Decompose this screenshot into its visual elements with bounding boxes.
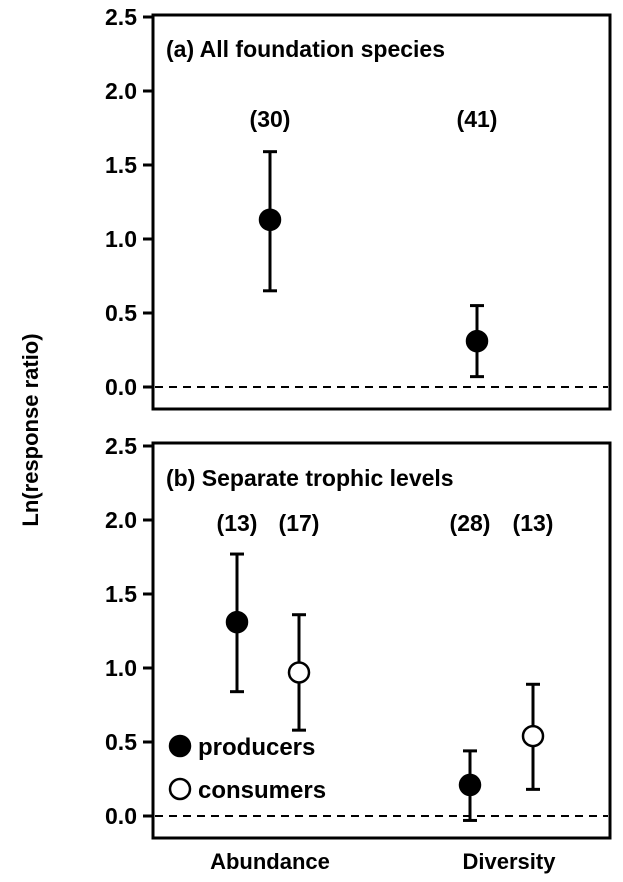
plot-frame bbox=[151, 441, 612, 840]
y-tick-label: 2.5 bbox=[105, 433, 137, 459]
panel-a: 0.0 0.5 1.0 1.5 2.0 2.5 (a) All foundation spe… bbox=[105, 4, 612, 411]
panel-b: 0.0 0.5 1.0 1.5 2.0 2.5 (b) Separate trophic l… bbox=[105, 433, 612, 840]
y-tick-label: 1.0 bbox=[105, 655, 137, 681]
sample-size-label: (17) bbox=[279, 510, 320, 536]
legend-label: consumers bbox=[198, 777, 326, 804]
sample-size-label: (30) bbox=[250, 106, 291, 132]
data-point-filled bbox=[465, 329, 489, 353]
legend-label: producers bbox=[198, 734, 315, 761]
data-point-filled bbox=[225, 610, 249, 634]
y-tick-label: 0.5 bbox=[105, 729, 137, 755]
y-tick-label: 0.5 bbox=[105, 300, 137, 326]
y-axis-label: Ln(response ratio) bbox=[18, 333, 43, 526]
data-point-filled bbox=[258, 208, 282, 232]
data-point-filled bbox=[458, 773, 482, 797]
legend-marker-open bbox=[168, 777, 192, 801]
sample-size-label: (13) bbox=[513, 510, 554, 536]
x-category-label-diversity: Diversity bbox=[463, 849, 557, 874]
y-tick-label: 1.0 bbox=[105, 226, 137, 252]
data-point-open bbox=[287, 661, 311, 684]
y-tick-label: 2.5 bbox=[105, 4, 137, 30]
y-tick-label: 2.0 bbox=[105, 507, 137, 533]
plot-frame bbox=[151, 13, 612, 411]
sample-size-label: (41) bbox=[457, 106, 498, 132]
y-tick-label: 1.5 bbox=[105, 581, 137, 607]
y-tick-label: 2.0 bbox=[105, 78, 137, 104]
x-category-label-abundance: Abundance bbox=[210, 849, 330, 874]
y-tick-label: 0.0 bbox=[105, 374, 137, 400]
panel-title: (a) All foundation species bbox=[166, 36, 445, 62]
panel-title: (b) Separate trophic levels bbox=[166, 465, 454, 491]
y-tick-label: 1.5 bbox=[105, 152, 137, 178]
y-tick-label: 0.0 bbox=[105, 803, 137, 829]
legend-marker-filled bbox=[168, 734, 192, 758]
data-point-open bbox=[521, 724, 545, 748]
sample-size-label: (13) bbox=[217, 510, 258, 536]
sample-size-label: (28) bbox=[450, 510, 491, 536]
